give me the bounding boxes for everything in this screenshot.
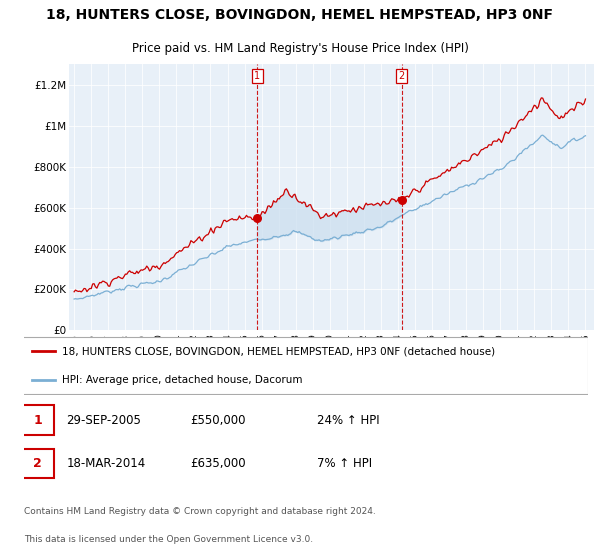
Text: 18, HUNTERS CLOSE, BOVINGDON, HEMEL HEMPSTEAD, HP3 0NF (detached house): 18, HUNTERS CLOSE, BOVINGDON, HEMEL HEMP… — [62, 346, 496, 356]
FancyBboxPatch shape — [21, 405, 54, 435]
Text: 24% ↑ HPI: 24% ↑ HPI — [317, 414, 380, 427]
Point — [397, 196, 406, 205]
Text: 2: 2 — [33, 458, 42, 470]
FancyBboxPatch shape — [21, 449, 54, 478]
Text: 1: 1 — [254, 71, 260, 81]
Point — [253, 213, 262, 222]
Text: This data is licensed under the Open Government Licence v3.0.: This data is licensed under the Open Gov… — [24, 535, 313, 544]
FancyBboxPatch shape — [21, 337, 588, 394]
Text: HPI: Average price, detached house, Dacorum: HPI: Average price, detached house, Daco… — [62, 375, 303, 385]
Text: 18, HUNTERS CLOSE, BOVINGDON, HEMEL HEMPSTEAD, HP3 0NF: 18, HUNTERS CLOSE, BOVINGDON, HEMEL HEMP… — [47, 8, 554, 22]
Text: £635,000: £635,000 — [190, 458, 246, 470]
Text: Contains HM Land Registry data © Crown copyright and database right 2024.: Contains HM Land Registry data © Crown c… — [24, 507, 376, 516]
Text: Price paid vs. HM Land Registry's House Price Index (HPI): Price paid vs. HM Land Registry's House … — [131, 42, 469, 55]
Text: 7% ↑ HPI: 7% ↑ HPI — [317, 458, 373, 470]
Text: 1: 1 — [33, 414, 42, 427]
Text: £550,000: £550,000 — [190, 414, 246, 427]
Text: 2: 2 — [398, 71, 404, 81]
Text: 18-MAR-2014: 18-MAR-2014 — [66, 458, 146, 470]
Text: 29-SEP-2005: 29-SEP-2005 — [66, 414, 141, 427]
